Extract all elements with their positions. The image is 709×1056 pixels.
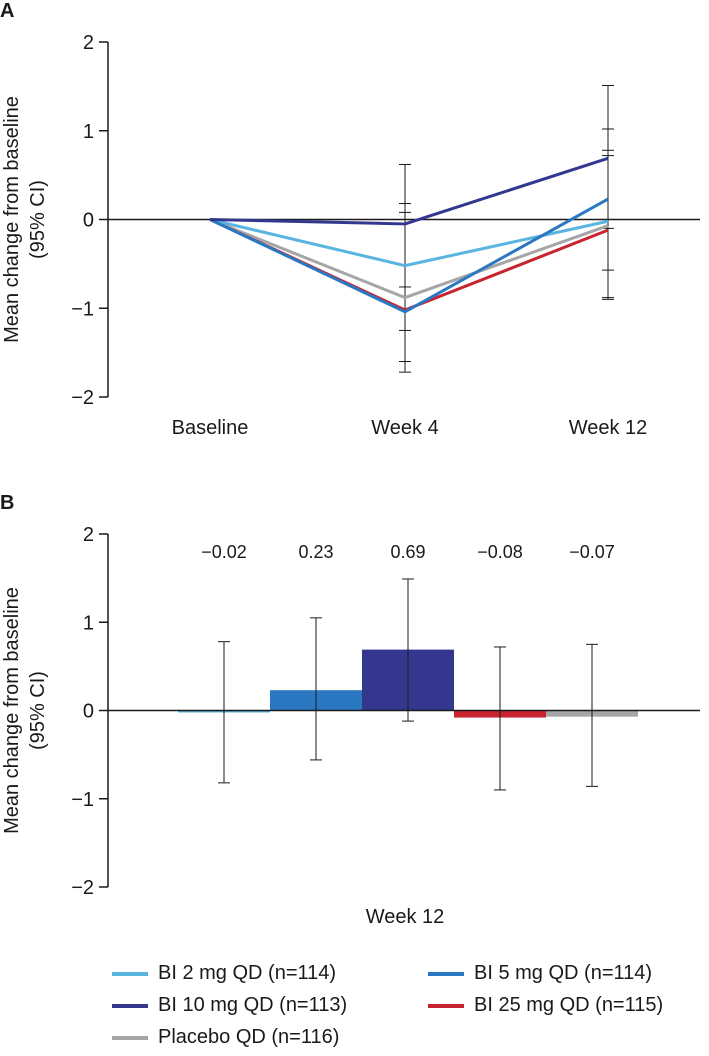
legend-swatch-bi25 (428, 1003, 464, 1008)
legend-swatch-bi2 (112, 971, 148, 976)
y-tick-label: 1 (83, 121, 94, 143)
data-label-bi5: 0.23 (298, 542, 333, 562)
legend-swatch-bi5 (428, 971, 464, 976)
series-line-placebo (209, 218, 609, 300)
legend-item-bi2: BI 2 mg QD (n=114) (112, 962, 336, 985)
panel-a-label: A (0, 0, 15, 22)
y-axis-label-ci: (95% CI) (27, 180, 49, 259)
series-line-bi10 (209, 156, 609, 226)
x-category-label: Week 4 (371, 417, 438, 439)
y-tick-label: −2 (71, 877, 94, 899)
legend-label: Placebo QD (n=116) (158, 1026, 340, 1048)
chart-a-line: 2 1 0 −1 −2 Mean change from baseline (95% CI)… (1, 32, 700, 439)
y-tick-label: 2 (83, 524, 94, 546)
y-tick-label: 1 (83, 612, 94, 634)
legend-label: BI 10 mg QD (n=113) (158, 994, 348, 1016)
chart-b-bar: 2 1 0 −1 −2 Mean change from baseline (95% CI)… (1, 524, 700, 928)
data-label-bi10: 0.69 (390, 542, 425, 562)
y-tick-label: −1 (71, 298, 94, 320)
legend-item-placebo: Placebo QD (n=116) (112, 1026, 339, 1049)
y-axis-label: Mean change from baseline (1, 587, 23, 834)
y-tick-label: −1 (71, 789, 94, 811)
legend-item-bi5: BI 5 mg QD (n=114) (428, 962, 652, 985)
x-category-label: Week 12 (569, 417, 648, 439)
legend-label: BI 25 mg QD (n=115) (474, 994, 664, 1016)
x-axis-label: Week 12 (366, 906, 445, 928)
data-label-bi25: −0.08 (477, 542, 523, 562)
x-category-label: Baseline (172, 417, 249, 439)
data-label-bi2: −0.02 (201, 542, 247, 562)
data-label-placebo: −0.07 (569, 542, 615, 562)
y-tick-label: 2 (83, 32, 94, 54)
legend-label: BI 2 mg QD (n=114) (158, 962, 337, 984)
y-tick-label: 0 (83, 210, 94, 232)
y-tick-label: −2 (71, 387, 94, 409)
y-axis-label-ci: (95% CI) (27, 671, 49, 750)
legend-item-bi25: BI 25 mg QD (n=115) (428, 994, 663, 1017)
legend-swatch-placebo (112, 1035, 148, 1040)
legend: BI 2 mg QD (n=114) BI 5 mg QD (n=114) BI… (112, 962, 709, 1056)
y-tick-label: 0 (83, 701, 94, 723)
legend-label: BI 5 mg QD (n=114) (474, 962, 653, 984)
series-line-bi5 (209, 197, 609, 314)
legend-swatch-bi10 (112, 1003, 148, 1008)
legend-item-bi10: BI 10 mg QD (n=113) (112, 994, 347, 1017)
panel-b-label: B (0, 492, 15, 514)
y-axis-label: Mean change from baseline (1, 96, 23, 343)
